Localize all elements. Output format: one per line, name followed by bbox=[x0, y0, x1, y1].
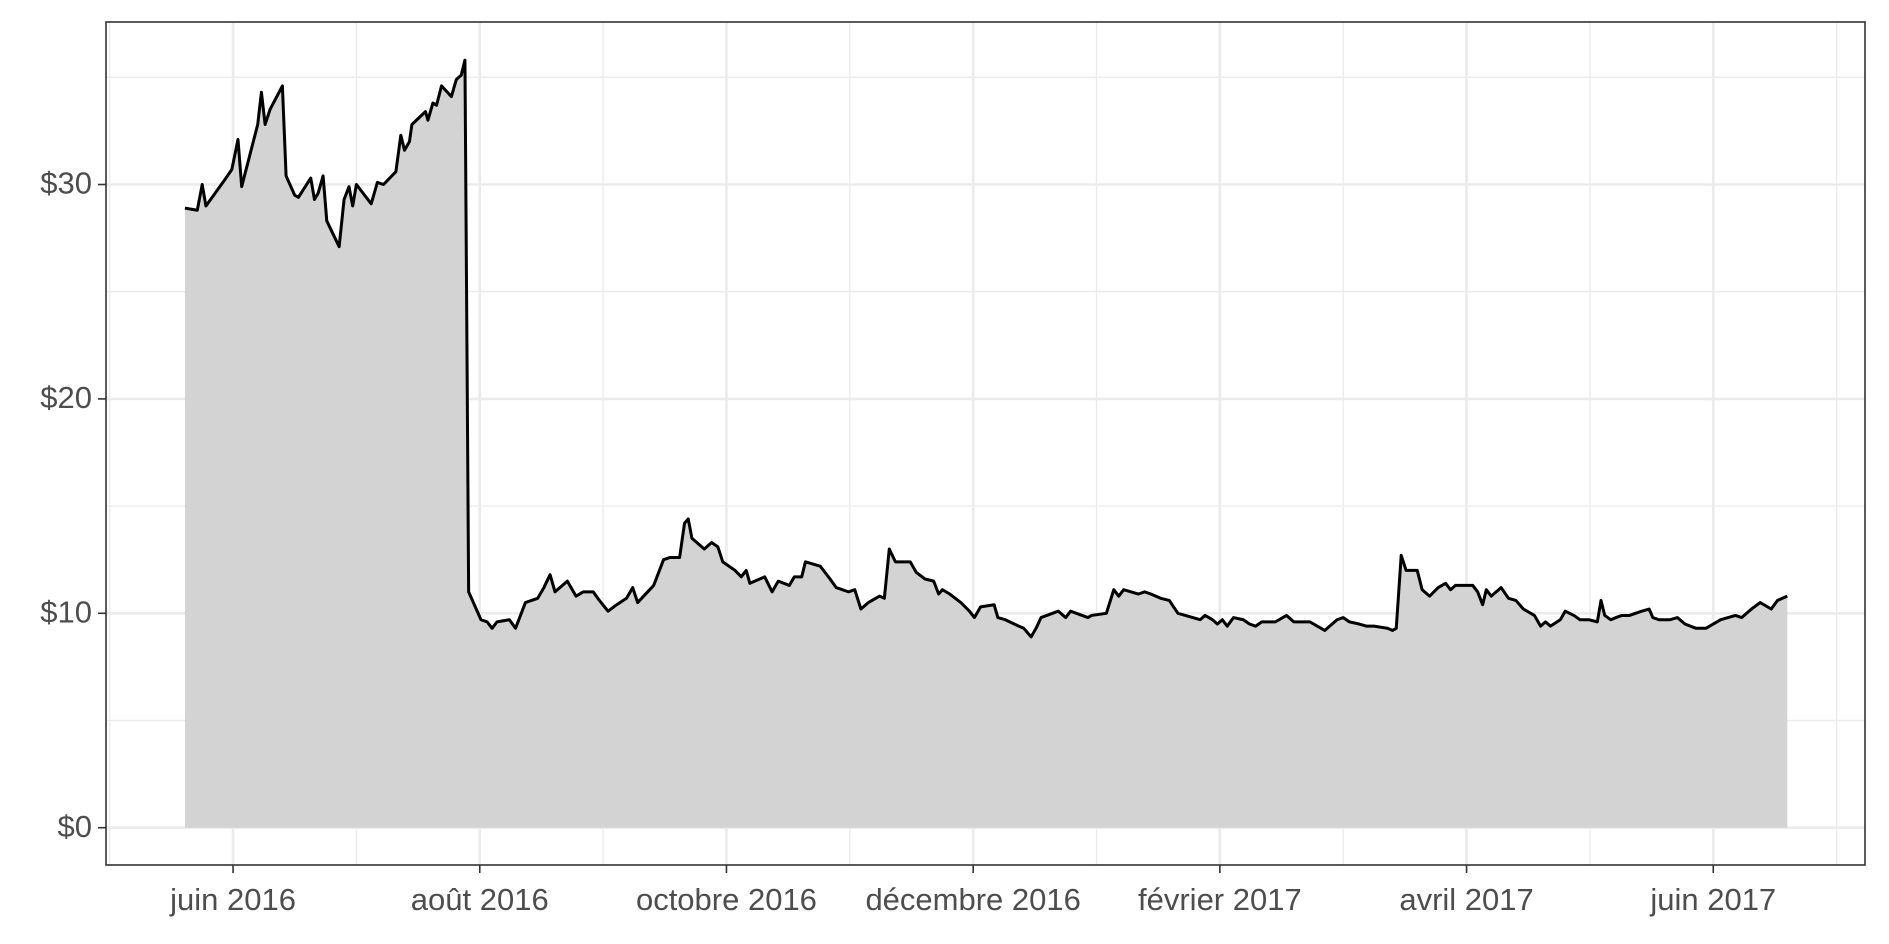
y-tick-label: $20 bbox=[40, 380, 92, 415]
x-tick-label: avril 2017 bbox=[1399, 882, 1533, 917]
x-tick-label: juin 2016 bbox=[169, 882, 296, 917]
y-tick-label: $0 bbox=[58, 809, 92, 844]
y-tick-label: $30 bbox=[40, 166, 92, 201]
x-tick-label: juin 2017 bbox=[1649, 882, 1776, 917]
x-tick-label: février 2017 bbox=[1138, 882, 1302, 917]
x-tick-label: décembre 2016 bbox=[865, 882, 1080, 917]
y-tick-label: $10 bbox=[40, 594, 92, 629]
area bbox=[184, 60, 1788, 828]
x-tick-label: octobre 2016 bbox=[636, 882, 817, 917]
panel-border bbox=[105, 21, 1866, 866]
x-tick-label: août 2016 bbox=[411, 882, 549, 917]
line bbox=[184, 58, 1788, 639]
